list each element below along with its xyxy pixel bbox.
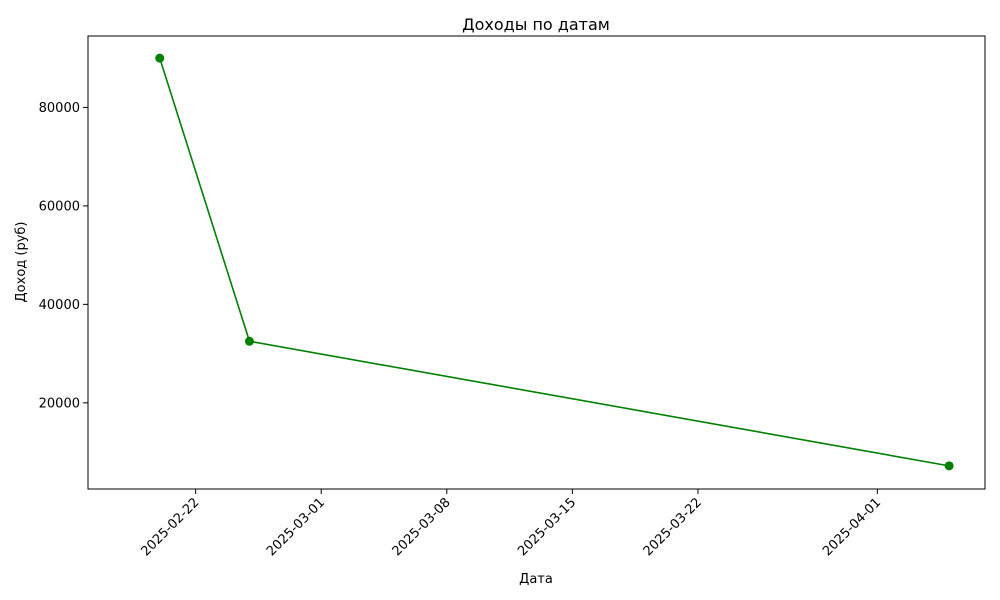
series-group bbox=[155, 53, 954, 471]
y-tick-label: 60000 bbox=[39, 199, 80, 214]
data-point bbox=[944, 461, 954, 471]
x-tick-label: 2025-03-01 bbox=[264, 495, 328, 559]
y-tick-label: 80000 bbox=[39, 101, 80, 116]
x-tick-label: 2025-04-01 bbox=[820, 495, 884, 559]
x-tick-label: 2025-03-22 bbox=[641, 495, 705, 559]
data-point bbox=[244, 336, 254, 346]
x-axis: 2025-02-22 2025-03-01 2025-03-08 2025-03-15… bbox=[138, 489, 884, 559]
x-axis-label: Дата bbox=[519, 572, 553, 587]
chart-title: Доходы по датам bbox=[462, 15, 610, 34]
x-tick-label: 2025-02-22 bbox=[138, 495, 202, 559]
y-axis: 20000 40000 60000 80000 bbox=[39, 101, 88, 411]
y-tick-label: 20000 bbox=[39, 396, 80, 411]
x-tick-label: 2025-03-15 bbox=[515, 495, 579, 559]
plot-frame bbox=[87, 35, 986, 490]
y-tick-label: 40000 bbox=[39, 298, 80, 313]
x-tick-label: 2025-03-08 bbox=[390, 495, 454, 559]
data-point bbox=[155, 53, 165, 63]
series-line bbox=[158, 57, 950, 467]
y-axis-label: Доход (руб) bbox=[14, 222, 29, 303]
